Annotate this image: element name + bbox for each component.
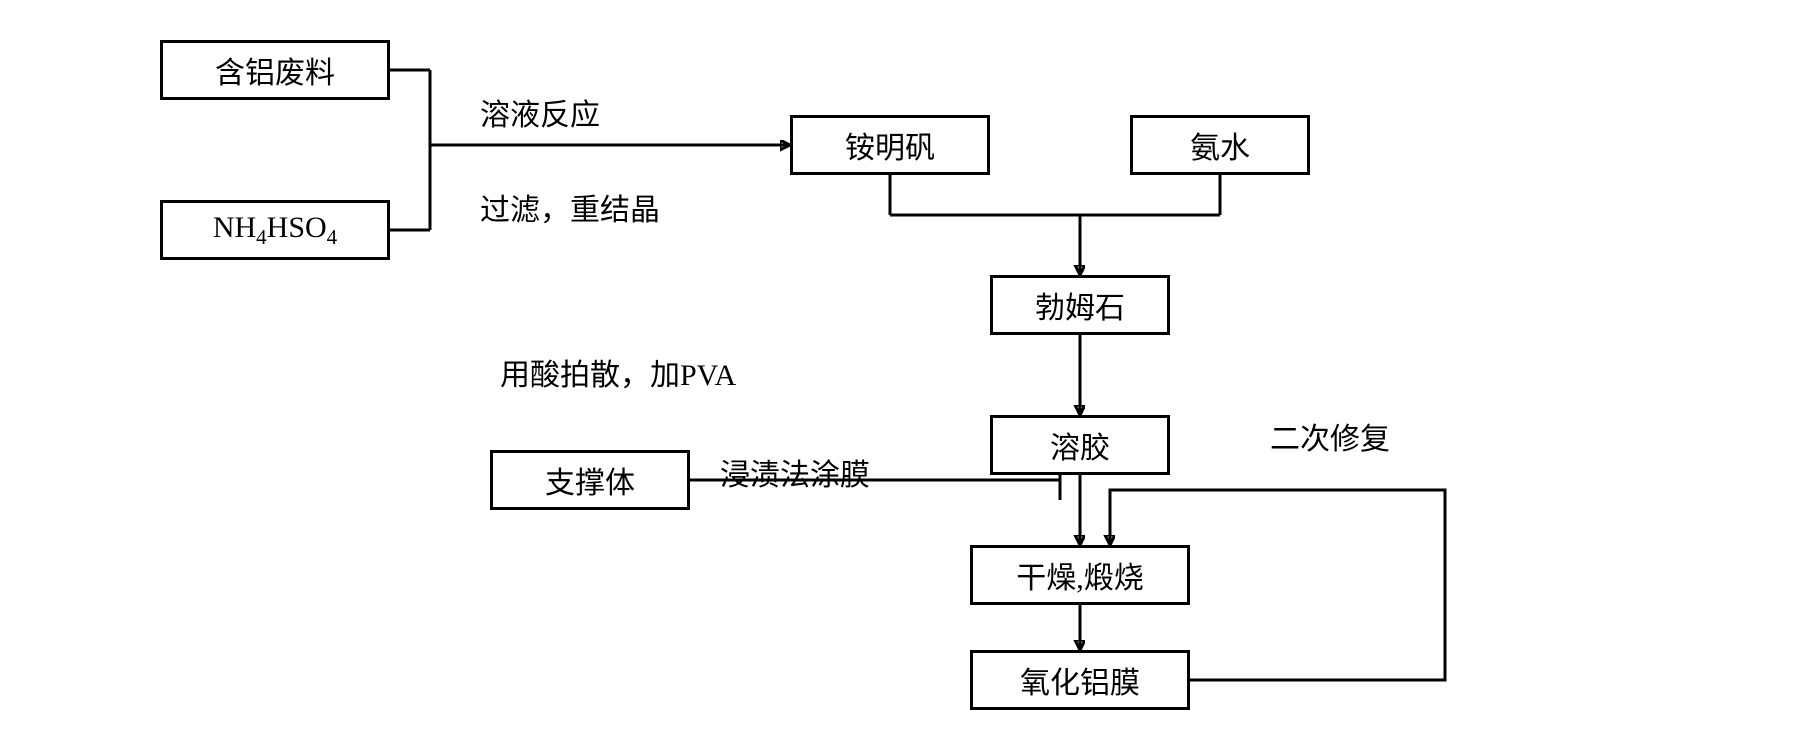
node-alumina-film: 氧化铝膜 bbox=[970, 650, 1190, 710]
edge-label-solution-reaction: 溶液反应 bbox=[480, 90, 600, 134]
node-label: 氧化铝膜 bbox=[1020, 658, 1140, 702]
edge-label-filter-recrystallize: 过滤，重结晶 bbox=[480, 185, 660, 229]
node-label: 溶胶 bbox=[1050, 423, 1110, 467]
node-label: 勃姆石 bbox=[1035, 283, 1125, 327]
node-sol: 溶胶 bbox=[990, 415, 1170, 475]
node-ammonium-alum: 铵明矾 bbox=[790, 115, 990, 175]
node-aluminum-waste: 含铝废料 bbox=[160, 40, 390, 100]
node-label: 支撑体 bbox=[545, 458, 635, 502]
node-label: 含铝废料 bbox=[215, 48, 335, 92]
edge-label-second-repair: 二次修复 bbox=[1270, 414, 1390, 458]
node-dry-calcine: 干燥,煅烧 bbox=[970, 545, 1190, 605]
node-boehmite: 勃姆石 bbox=[990, 275, 1170, 335]
edge-label-acid-disperse-pva: 用酸拍散，加PVA bbox=[500, 350, 736, 394]
node-label: 干燥,煅烧 bbox=[1016, 553, 1144, 597]
edges-layer bbox=[0, 0, 1799, 739]
node-label: 氨水 bbox=[1190, 123, 1250, 167]
node-label: 铵明矾 bbox=[845, 123, 935, 167]
edge-label-dip-coating: 浸渍法涂膜 bbox=[720, 450, 870, 494]
node-nh4hso4: NH4HSO4 bbox=[160, 200, 390, 260]
node-ammonia-water: 氨水 bbox=[1130, 115, 1310, 175]
node-support: 支撑体 bbox=[490, 450, 690, 510]
node-label: NH4HSO4 bbox=[213, 211, 337, 250]
